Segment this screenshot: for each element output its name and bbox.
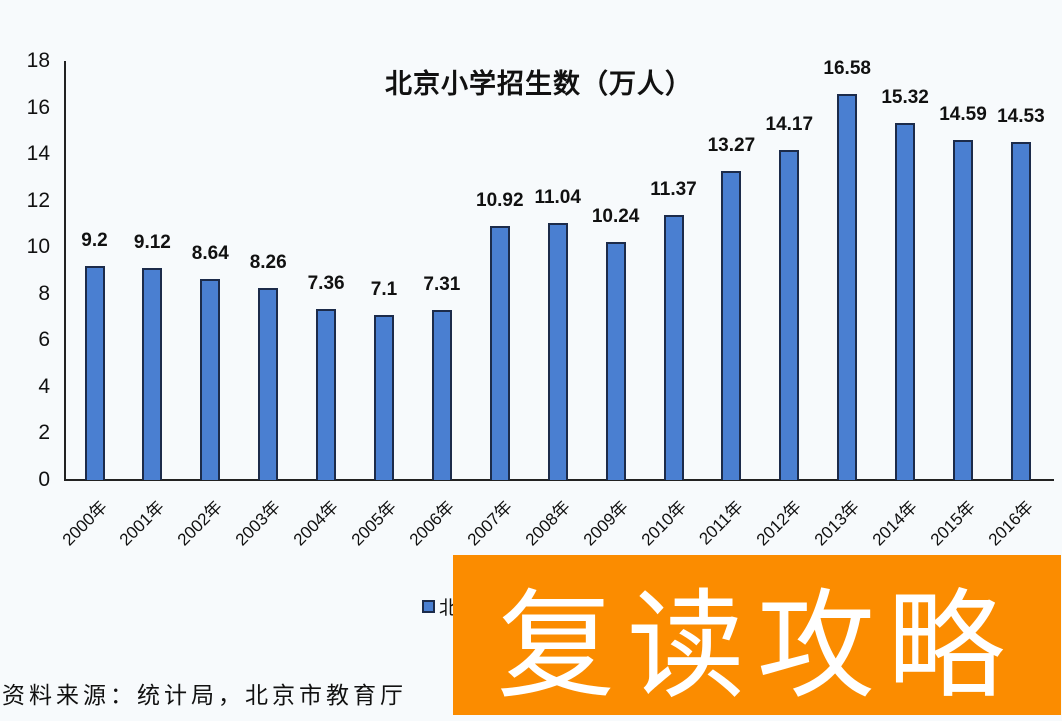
bar <box>84 265 105 480</box>
x-axis-line <box>64 479 1054 481</box>
bar <box>316 308 337 480</box>
bar-value-label: 10.24 <box>591 205 640 227</box>
bar <box>489 225 510 480</box>
y-tick-label: 2 <box>38 421 50 445</box>
bar <box>431 309 452 480</box>
x-tick-label: 2002年 <box>174 497 227 550</box>
watermark-text: 复读攻略 <box>496 576 1017 715</box>
x-tick-label: 2013年 <box>810 497 864 550</box>
bar <box>547 223 568 480</box>
y-tick-label: 10 <box>26 235 50 259</box>
bar <box>663 215 684 480</box>
bar <box>837 94 858 480</box>
bar <box>605 241 626 480</box>
x-tick-label: 2009年 <box>579 497 632 550</box>
y-tick-label: 4 <box>38 374 50 398</box>
chart-title: 北京小学招生数（万人） <box>385 69 693 100</box>
bar-value-label: 8.26 <box>249 251 287 273</box>
x-tick-label: 2014年 <box>868 497 922 550</box>
x-tick-label: 2000年 <box>58 497 111 550</box>
bar <box>895 123 916 480</box>
bar-value-label: 7.1 <box>370 278 398 300</box>
x-tick-label: 2015年 <box>926 497 979 550</box>
bar-value-label: 13.27 <box>707 135 756 157</box>
x-tick-label: 2006年 <box>405 497 458 550</box>
bar-value-label: 14.17 <box>765 114 814 136</box>
bar-value-label: 9.2 <box>81 229 108 251</box>
x-tick-label: 2016年 <box>984 497 1037 550</box>
x-tick-label: 2004年 <box>289 497 343 550</box>
bar <box>779 150 800 480</box>
bar-value-label: 10.92 <box>476 189 524 211</box>
legend-swatch-icon <box>422 600 435 613</box>
y-tick-label: 12 <box>26 188 50 212</box>
bar <box>374 314 394 480</box>
bar-value-label: 8.64 <box>191 242 229 264</box>
y-tick-label: 6 <box>38 328 50 352</box>
bar <box>258 287 279 480</box>
bar <box>721 171 742 480</box>
y-tick-label: 0 <box>38 468 50 491</box>
bar-value-label: 16.58 <box>823 58 871 80</box>
x-tick-label: 2001年 <box>116 497 169 550</box>
bar-value-label: 15.32 <box>881 87 929 109</box>
bar-value-label: 11.37 <box>650 179 697 201</box>
x-tick-label: 2010年 <box>637 497 690 550</box>
bar-value-label: 14.59 <box>939 104 987 126</box>
x-tick-label: 2007年 <box>463 497 516 550</box>
bar <box>200 278 221 480</box>
x-tick-label: 2011年 <box>695 497 748 549</box>
y-tick-label: 14 <box>26 142 50 166</box>
y-tick-label: 16 <box>26 95 50 119</box>
x-tick-label: 2012年 <box>753 497 806 550</box>
x-tick-label: 2003年 <box>231 497 285 550</box>
watermark-banner: 复读攻略 <box>453 555 1061 715</box>
y-tick-label: 8 <box>38 281 50 305</box>
source-note: 资料来源：统计局，北京市教育厅 <box>2 683 407 709</box>
bar <box>1010 141 1031 480</box>
y-axis-line <box>64 61 66 481</box>
y-tick-label: 18 <box>26 49 50 72</box>
x-tick-label: 2005年 <box>347 497 400 550</box>
bar-value-label: 9.12 <box>133 231 171 253</box>
bar <box>142 267 163 480</box>
bar <box>953 140 973 480</box>
bar-value-label: 7.36 <box>307 272 345 294</box>
bar-value-label: 14.53 <box>997 105 1045 127</box>
x-tick-label: 2008年 <box>521 497 574 550</box>
bar-value-label: 7.31 <box>423 273 461 295</box>
bar-value-label: 11.04 <box>534 187 581 208</box>
